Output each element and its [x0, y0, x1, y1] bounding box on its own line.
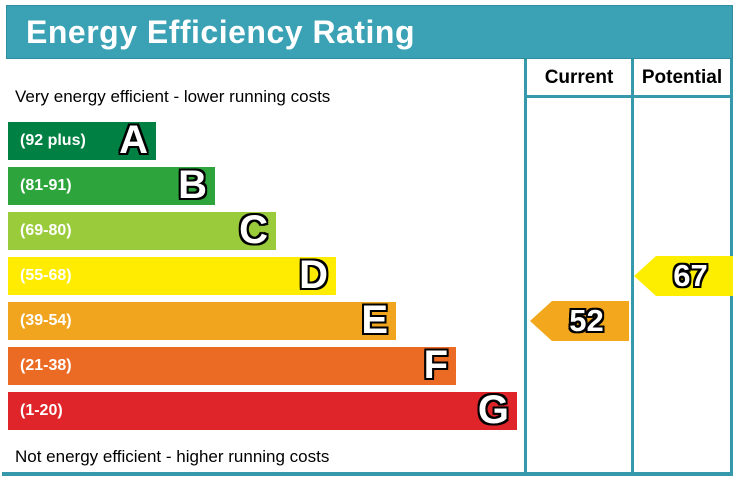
band-b: (81-91) B — [8, 163, 215, 207]
title-banner: Energy Efficiency Rating — [6, 5, 733, 59]
bottom-border — [2, 472, 733, 476]
current-arrow: 52 — [530, 301, 629, 341]
potential-arrow: 67 — [634, 256, 733, 296]
band-b-range-label: (81-91) — [20, 177, 72, 194]
bottom-note: Not energy efficient - higher running co… — [15, 447, 330, 466]
band-b-letter: B — [178, 163, 207, 207]
band-a-range-label: (92 plus) — [20, 132, 86, 149]
band-f-range-label: (21-38) — [20, 357, 72, 374]
top-note: Very energy efficient - lower running co… — [15, 87, 331, 106]
band-c-letter: C — [239, 208, 268, 252]
potential-value: 67 — [673, 258, 708, 293]
band-e: (39-54) E — [8, 298, 396, 342]
band-f-letter: F — [423, 343, 448, 387]
band-e-letter: E — [361, 298, 388, 342]
band-a-letter: A — [119, 118, 148, 162]
band-d-letter: D — [299, 253, 328, 297]
band-d-range-label: (55-68) — [20, 267, 72, 284]
current-value: 52 — [569, 303, 604, 338]
band-a: (92 plus) A — [8, 118, 156, 162]
band-f: (21-38) F — [8, 343, 456, 387]
divider-current-potential — [631, 59, 634, 476]
band-g-letter: G — [477, 388, 509, 432]
column-header-potential: Potential — [641, 67, 723, 88]
page-title: Energy Efficiency Rating — [26, 13, 415, 50]
band-d: (55-68) D — [8, 253, 336, 297]
header-underline — [524, 95, 733, 98]
column-header-current: Current — [544, 67, 614, 88]
band-g-range-label: (1-20) — [20, 402, 63, 419]
band-c: (69-80) C — [8, 208, 276, 252]
divider-bars-current — [524, 59, 527, 476]
band-g: (1-20) G — [8, 388, 517, 432]
band-e-range-label: (39-54) — [20, 312, 72, 329]
band-c-range-label: (69-80) — [20, 222, 72, 239]
